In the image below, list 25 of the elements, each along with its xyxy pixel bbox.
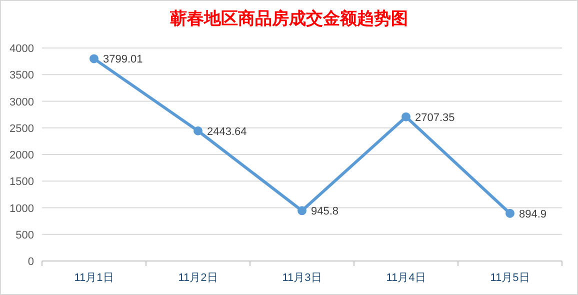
data-label: 3799.01 (103, 54, 143, 66)
y-tick-label: 3000 (10, 96, 34, 108)
y-tick-label: 0 (28, 256, 34, 268)
y-tick-label: 2500 (10, 122, 34, 135)
y-tick-label: 500 (16, 229, 34, 242)
data-label: 2707.35 (415, 112, 455, 124)
x-tick-label: 11月3日 (282, 272, 322, 284)
y-tick-label: 2000 (10, 150, 34, 162)
x-tick-label: 11月2日 (178, 272, 218, 284)
y-tick-label: 3500 (10, 70, 34, 82)
point (506, 208, 514, 218)
x-tick-label: 11月1日 (74, 272, 114, 284)
point (90, 54, 98, 64)
x-tick-label: 11月4日 (386, 272, 426, 284)
point (298, 206, 306, 216)
point (402, 112, 410, 122)
point (194, 126, 202, 136)
y-tick-label: 1000 (10, 202, 34, 215)
y-tick-label: 4000 (10, 43, 34, 55)
y-tick-label: 1500 (10, 176, 34, 188)
data-label: 2443.64 (207, 126, 247, 138)
chart-title: 蕲春地区商品房成交金额趋势图 (169, 9, 408, 28)
x-tick-label: 11月5日 (490, 272, 530, 284)
data-label: 945.8 (311, 206, 339, 218)
data-label: 894.9 (519, 208, 547, 220)
